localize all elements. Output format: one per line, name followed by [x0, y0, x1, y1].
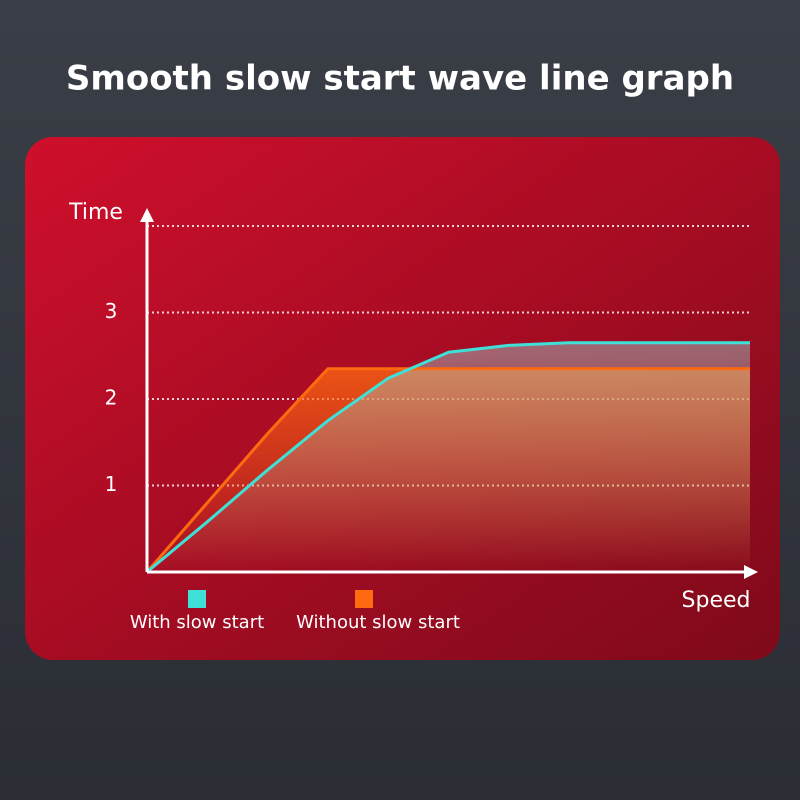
legend-label: With slow start [130, 612, 264, 633]
chart-title: Smooth slow start wave line graph [66, 59, 734, 99]
plot [145, 225, 750, 574]
y-axis-arrow [140, 208, 154, 222]
series-area [147, 342, 750, 572]
x-axis-arrow [744, 565, 758, 579]
legend-swatch [188, 590, 206, 608]
y-tick-label: 3 [105, 299, 118, 323]
legend-swatch [355, 590, 373, 608]
y-tick-label: 1 [105, 472, 118, 496]
series-line [146, 341, 750, 574]
series-line [145, 367, 750, 573]
y-tick-label: 2 [105, 386, 118, 410]
legend-label: Without slow start [296, 612, 460, 633]
x-axis-label: Speed [682, 588, 751, 613]
y-axis-label: Time [68, 200, 123, 225]
